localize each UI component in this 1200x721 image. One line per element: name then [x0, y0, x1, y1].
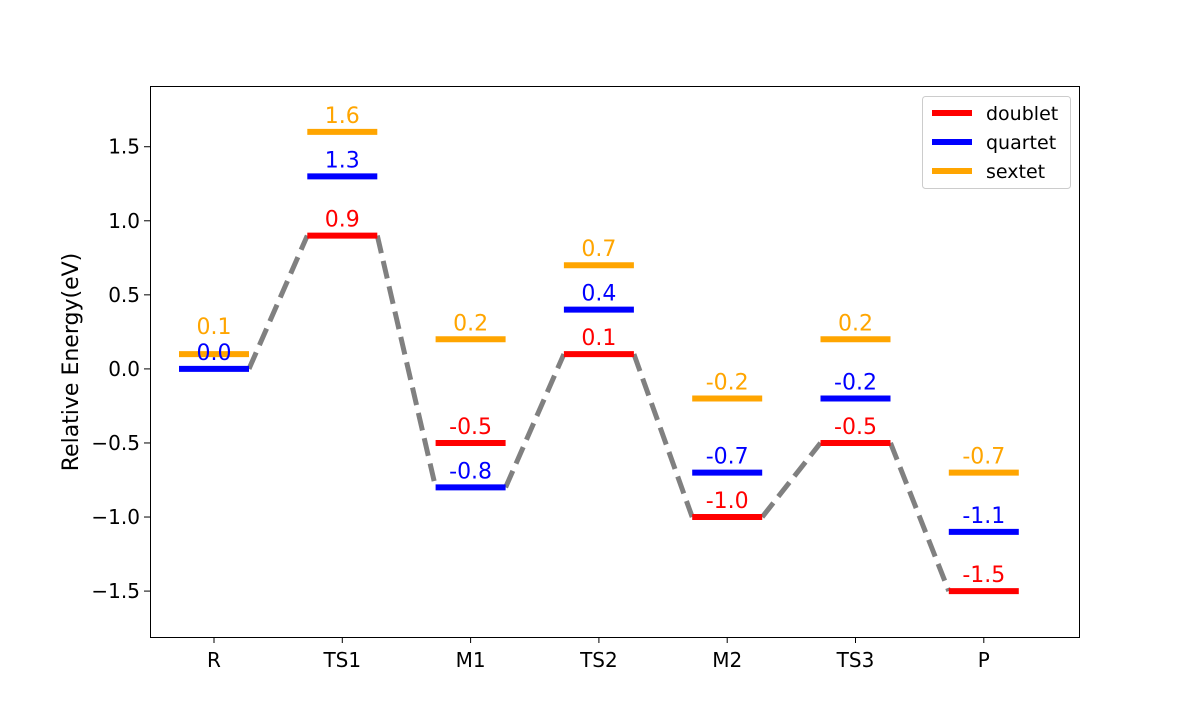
doublet-label-TS1: 0.9	[325, 208, 360, 233]
sextet-label-TS1: 1.6	[325, 104, 360, 129]
path-segment	[888, 442, 952, 592]
y-tick-label: 0.0	[108, 357, 140, 381]
sextet-label-M2: -0.2	[706, 371, 749, 396]
sextet-label-TS3: 0.2	[838, 311, 873, 336]
path-segment	[374, 235, 439, 488]
x-tick-label: R	[207, 648, 221, 672]
legend-box	[922, 96, 1071, 189]
x-tick-label: TS3	[836, 648, 875, 672]
legend-label-quartet: quartet	[986, 132, 1056, 154]
sextet-label-TS2: 0.7	[581, 237, 616, 262]
x-tick-label: TS1	[322, 648, 361, 672]
y-tick-label: −1.5	[91, 579, 140, 603]
sextet-label-M1: 0.2	[453, 311, 488, 336]
y-axis-label: Relative Energy(eV)	[59, 253, 84, 472]
legend-label-doublet: doublet	[986, 103, 1058, 125]
x-tick-label: P	[978, 648, 990, 672]
y-tick-label: −1.0	[91, 505, 140, 529]
path-segment	[760, 441, 823, 519]
quartet-label-M1: -0.8	[449, 459, 492, 484]
y-axis: −1.5 −1.0 −0.5 0.0 0.5 1.0 1.5	[91, 135, 150, 603]
quartet-label-TS2: 0.4	[581, 282, 616, 307]
path-segment	[503, 353, 567, 489]
legend-label-sextet: sextet	[986, 161, 1045, 183]
sextet-label-P: -0.7	[962, 445, 1005, 470]
x-tick-label: M2	[712, 648, 742, 672]
sextet-label-R: 0.1	[197, 315, 232, 340]
doublet-label-P: -1.5	[962, 563, 1005, 588]
y-tick-label: −0.5	[91, 431, 140, 455]
legend: doublet quartet sextet	[922, 96, 1071, 189]
y-tick-label: 1.0	[108, 209, 140, 233]
y-tick-label: 0.5	[108, 283, 140, 307]
quartet-label-TS3: -0.2	[834, 371, 877, 396]
x-tick-label: M1	[456, 648, 486, 672]
path-segment	[246, 234, 310, 370]
y-tick-label: 1.5	[108, 135, 140, 159]
path-segment	[631, 353, 695, 518]
quartet-label-M2: -0.7	[706, 445, 749, 470]
doublet-label-TS3: -0.5	[834, 415, 877, 440]
doublet-label-TS2: 0.1	[581, 326, 616, 351]
doublet-label-M1: -0.5	[449, 415, 492, 440]
energy-levels-layer: 0.00.10.91.31.6-0.8-0.50.20.10.40.7-1.0-…	[179, 104, 1019, 595]
quartet-label-R: 0.0	[197, 341, 232, 366]
reaction-path-layer	[246, 234, 952, 592]
x-axis: R TS1 M1 TS2 M2 TS3 P	[207, 637, 990, 672]
quartet-label-TS1: 1.3	[325, 148, 360, 173]
doublet-label-M2: -1.0	[706, 489, 749, 514]
x-tick-label: TS2	[579, 648, 618, 672]
quartet-label-P: -1.1	[962, 504, 1005, 529]
plot-frame	[150, 86, 1080, 638]
